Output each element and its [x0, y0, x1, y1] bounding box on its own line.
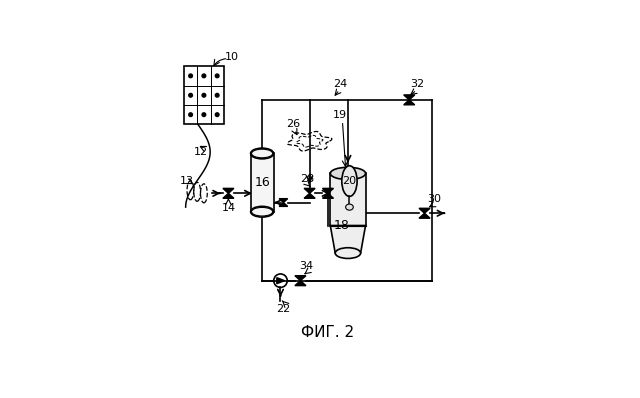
Text: 12: 12: [194, 147, 208, 157]
Circle shape: [215, 94, 219, 97]
Circle shape: [202, 113, 205, 117]
Text: 20: 20: [342, 176, 356, 186]
Bar: [251, 154, 274, 212]
Polygon shape: [330, 226, 365, 253]
Text: 28: 28: [300, 174, 314, 184]
Ellipse shape: [330, 167, 365, 179]
Ellipse shape: [342, 166, 357, 196]
Circle shape: [189, 94, 193, 97]
Polygon shape: [304, 188, 315, 193]
Bar: [184, 66, 224, 124]
Text: 34: 34: [300, 261, 314, 271]
Polygon shape: [404, 95, 415, 100]
Circle shape: [215, 113, 219, 117]
Ellipse shape: [251, 148, 274, 159]
Polygon shape: [404, 100, 415, 105]
Ellipse shape: [251, 206, 274, 217]
Circle shape: [215, 74, 219, 78]
Polygon shape: [304, 193, 315, 198]
Text: 13: 13: [179, 176, 193, 186]
Ellipse shape: [346, 204, 353, 210]
Polygon shape: [323, 188, 333, 193]
Ellipse shape: [335, 248, 360, 258]
Text: 16: 16: [254, 176, 270, 189]
Text: ФИГ. 2: ФИГ. 2: [301, 326, 355, 340]
Text: 14: 14: [221, 203, 236, 213]
Text: 30: 30: [427, 194, 441, 204]
Circle shape: [202, 94, 205, 97]
Polygon shape: [279, 203, 288, 207]
Polygon shape: [295, 281, 306, 286]
Text: 22: 22: [276, 304, 291, 314]
Polygon shape: [323, 193, 333, 198]
Text: 24: 24: [333, 79, 348, 89]
Polygon shape: [279, 199, 288, 203]
Polygon shape: [276, 278, 285, 284]
Bar: [330, 174, 365, 226]
Polygon shape: [295, 276, 306, 281]
Polygon shape: [419, 208, 430, 213]
Text: 32: 32: [410, 79, 424, 89]
Circle shape: [189, 74, 193, 78]
Text: 26: 26: [285, 119, 300, 129]
Circle shape: [189, 113, 193, 117]
Text: 18: 18: [334, 219, 349, 232]
Text: 19: 19: [333, 110, 348, 120]
Polygon shape: [223, 188, 234, 193]
Circle shape: [202, 74, 205, 78]
Polygon shape: [419, 213, 430, 218]
Text: 10: 10: [225, 52, 239, 62]
Polygon shape: [223, 193, 234, 198]
